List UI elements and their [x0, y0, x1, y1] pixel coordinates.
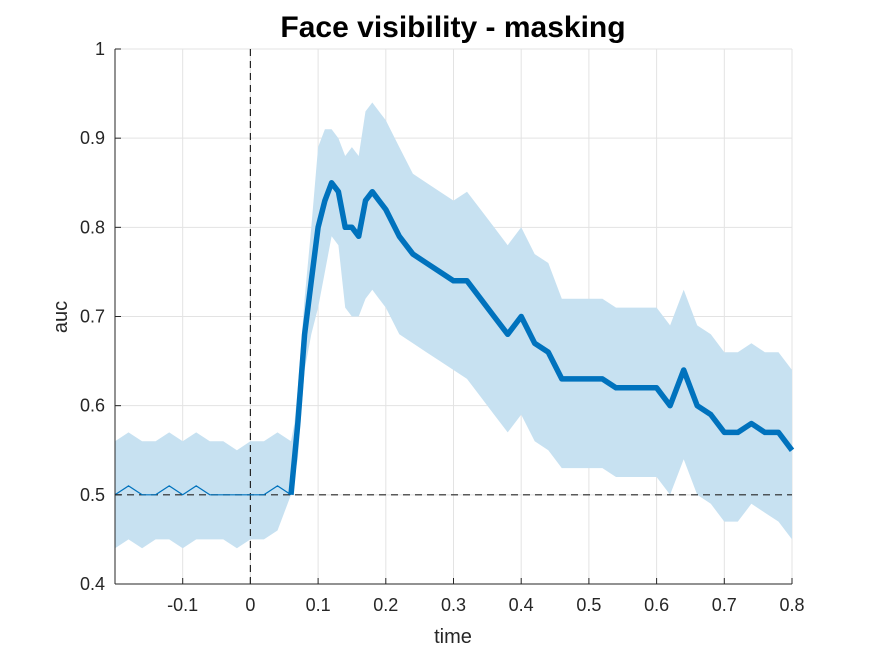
x-tick-label: 0	[245, 595, 255, 615]
data-point	[365, 200, 367, 202]
data-point	[182, 494, 184, 496]
data-point	[520, 316, 522, 318]
y-tick-label: 0.6	[80, 396, 105, 416]
data-point	[351, 227, 353, 229]
data-point	[669, 405, 671, 407]
data-point	[547, 351, 549, 353]
x-tick-label: 0.3	[441, 595, 466, 615]
x-tick-label: 0.8	[779, 595, 804, 615]
confidence-band	[115, 102, 792, 549]
data-point	[128, 485, 130, 487]
data-point	[311, 280, 313, 282]
data-point	[317, 227, 319, 229]
data-point	[168, 485, 170, 487]
data-point	[297, 423, 299, 425]
data-point	[324, 200, 326, 202]
data-point	[791, 449, 793, 451]
data-point	[656, 387, 658, 389]
y-axis-label: auc	[50, 301, 72, 333]
data-point	[615, 387, 617, 389]
y-tick-label: 0.8	[80, 217, 105, 237]
data-point	[141, 494, 143, 496]
y-tick-label: 0.9	[80, 128, 105, 148]
x-tick-label: 0.7	[712, 595, 737, 615]
data-point	[426, 262, 428, 264]
data-point	[195, 485, 197, 487]
data-point	[507, 334, 509, 336]
x-axis-ticks: -0.1 0 0.1 0.2 0.3 0.4 0.5 0.6 0.7 0.8	[167, 578, 805, 615]
data-point	[304, 334, 306, 336]
data-point	[466, 280, 468, 282]
x-tick-label: -0.1	[167, 595, 198, 615]
data-point	[399, 235, 401, 237]
x-tick-label: 0.5	[576, 595, 601, 615]
data-point	[378, 200, 380, 202]
data-point	[683, 369, 685, 371]
data-point	[453, 280, 455, 282]
data-point	[493, 316, 495, 318]
data-point	[155, 494, 157, 496]
data-point	[412, 253, 414, 255]
data-point	[371, 191, 373, 193]
data-point	[263, 494, 265, 496]
data-point	[642, 387, 644, 389]
data-point	[277, 485, 279, 487]
data-point	[358, 235, 360, 237]
data-point	[751, 423, 753, 425]
data-point	[250, 494, 252, 496]
data-point	[223, 494, 225, 496]
data-point	[764, 432, 766, 434]
y-tick-label: 0.4	[80, 574, 105, 594]
series-line-thin	[114, 485, 292, 496]
data-point	[629, 387, 631, 389]
data-point	[534, 342, 536, 344]
x-tick-label: 0.4	[509, 595, 534, 615]
data-point	[344, 227, 346, 229]
data-point	[602, 378, 604, 380]
x-tick-label: 0.6	[644, 595, 669, 615]
data-point	[290, 494, 292, 496]
data-point	[480, 298, 482, 300]
data-point	[737, 432, 739, 434]
x-tick-label: 0.2	[373, 595, 398, 615]
data-point	[294, 458, 296, 460]
data-point	[331, 182, 333, 184]
data-point	[385, 209, 387, 211]
data-point	[710, 414, 712, 416]
data-point	[439, 271, 441, 273]
y-tick-label: 0.5	[80, 485, 105, 505]
chart-title: Face visibility - masking	[280, 11, 625, 44]
data-point	[778, 432, 780, 434]
y-tick-label: 0.7	[80, 307, 105, 327]
x-tick-label: 0.1	[306, 595, 331, 615]
data-point	[209, 494, 211, 496]
data-point	[724, 432, 726, 434]
data-point	[561, 378, 563, 380]
data-point	[338, 191, 340, 193]
series-line-thick	[288, 180, 795, 496]
data-point	[588, 378, 590, 380]
data-point	[575, 378, 577, 380]
data-point	[236, 494, 238, 496]
y-tick-label: 1	[95, 39, 105, 59]
x-axis-label: time	[434, 626, 472, 648]
data-point	[696, 405, 698, 407]
y-axis-ticks: 0.4 0.5 0.6 0.7 0.8 0.9 1	[80, 39, 121, 594]
